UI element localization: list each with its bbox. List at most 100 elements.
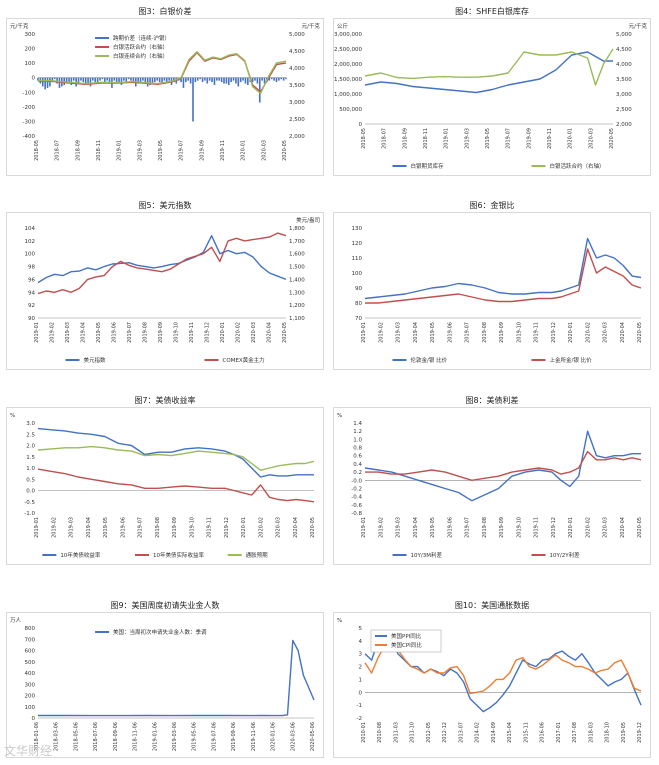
- series-points: [364, 451, 642, 481]
- series-points: [37, 469, 315, 502]
- chart-title: 图4：SHFE白银库存: [455, 7, 529, 16]
- legend-label: 美元指数: [84, 356, 107, 364]
- y-tick-label: -100: [23, 90, 36, 96]
- x-tick-label: 2019-04: [413, 517, 419, 538]
- y-tick-label: 200: [25, 694, 36, 700]
- series-line: [364, 237, 642, 300]
- x-tick-label: 2019-12: [224, 517, 230, 538]
- x-tick-label: 2014-02: [475, 722, 481, 743]
- x-tick-label: 2019-09: [199, 140, 205, 161]
- y-tick-label: -0.6: [351, 503, 362, 509]
- y-axis-unit: %: [337, 618, 342, 624]
- chart-title: 图5：美元指数: [138, 201, 192, 210]
- y-tick-label: 90: [28, 316, 35, 322]
- x-tick-label: 2019-05: [485, 128, 491, 149]
- series-points: [364, 248, 642, 304]
- x-tick-label: 2018-03: [588, 722, 594, 743]
- y-right-tick-label: 1,600: [289, 252, 305, 258]
- y-tick-label: 500,000: [339, 107, 362, 113]
- bar-series: [37, 77, 287, 122]
- x-tick-label: 2018-09: [402, 128, 408, 149]
- x-tick-label: 2020-01: [220, 322, 226, 343]
- y-tick-label: -0.0: [351, 478, 362, 484]
- y-tick-label: 90: [355, 286, 362, 292]
- y-tick-label: -300: [23, 119, 36, 125]
- chart-frame: [6, 612, 324, 758]
- x-tick-label: 2019-02: [378, 517, 384, 538]
- x-tick-label: 2019-11: [189, 322, 195, 343]
- y-tick-label: 300: [25, 32, 36, 38]
- x-tick-label: 2019-05-06: [192, 722, 198, 751]
- legend-label: 美国PPI同比: [391, 632, 422, 640]
- y-tick-label: 100: [25, 705, 36, 711]
- x-tick-label: 2019-08: [482, 517, 488, 538]
- y-right-tick-label: 1,700: [289, 239, 305, 245]
- y-tick-label: 1.5: [26, 455, 35, 461]
- x-tick-label: 2019-12: [637, 722, 643, 743]
- y-tick-label: 3,000,000: [334, 32, 362, 38]
- x-tick-label: 2020-02: [236, 322, 242, 343]
- series-line: [38, 639, 315, 717]
- x-tick-label: 2020-03: [251, 322, 257, 343]
- x-tick-label: 2018-07-06: [93, 722, 99, 751]
- y-tick-label: 700: [25, 637, 36, 643]
- y-axis-right-unit: 元/千克: [302, 22, 321, 30]
- x-tick-label: 2019-06: [120, 517, 126, 538]
- series-line: [37, 235, 287, 284]
- series-line: [365, 450, 642, 482]
- legend-label: 美国CPI同比: [391, 641, 422, 649]
- x-tick-label: 2019-01-06: [152, 722, 158, 751]
- chart-title: 图10：美国通胀数据: [454, 601, 530, 610]
- x-tick-label: 2020-03: [588, 128, 594, 149]
- legend-label: 伦敦金/银 比价: [411, 356, 448, 364]
- x-tick-label: 2019-12: [551, 517, 557, 538]
- y-right-tick-label: 1,300: [289, 290, 305, 296]
- legend-label: 白银期货库存: [411, 162, 445, 170]
- y-tick-label: -1.0: [24, 511, 35, 517]
- x-tick-label: 2019-01: [117, 140, 123, 161]
- x-tick-label: 2019-11: [547, 128, 553, 149]
- x-tick-label: 2014-09: [491, 722, 497, 743]
- chart-svg: % -2 -1 0 1 2 3 4 5 2010-01 2010-08 2011-03 2011-10 2…: [333, 612, 651, 758]
- y-tick-label: 0.0: [26, 489, 35, 495]
- y-tick-label: 500: [25, 660, 36, 666]
- x-tick-label: 2019-12: [205, 322, 211, 343]
- chart-title: 图6：金银比: [469, 201, 515, 210]
- x-tick-label: 2019-08: [482, 322, 488, 343]
- x-tick-label: 2019-10: [189, 517, 195, 538]
- y-tick-label: 92: [28, 303, 35, 309]
- y-right-tick-label: 4,000: [289, 66, 305, 72]
- y-tick-label: 98: [28, 265, 35, 271]
- y-right-tick-label: 2,500: [289, 117, 305, 123]
- y-tick-label: 102: [25, 239, 36, 245]
- x-tick-label: 2020-01-06: [271, 722, 277, 751]
- chart-svg: 70 80 90 100 110 120 130 2019-01 2019-02 2019-03 2…: [333, 212, 651, 370]
- series-points: [37, 235, 287, 283]
- y-tick-label: 0.8: [353, 446, 362, 452]
- x-tick-label: 2020-03: [261, 140, 267, 161]
- x-tick-label: 2015-04: [507, 722, 513, 743]
- y-tick-label: 0: [359, 690, 363, 696]
- chart-svg: 元/千克 元/千克-400-300-200-10001002003002,0002…: [6, 18, 324, 176]
- x-tick-label: 2012-05: [426, 722, 432, 743]
- chart-frame: [333, 18, 651, 176]
- x-tick-label: 2019-03: [396, 517, 402, 538]
- chart-jobless-claims: 图9：美国周度初请失业金人数 万人 0 100 200 300 400 500 600 700 80…: [6, 600, 324, 758]
- x-tick-label: 2020-01: [568, 517, 574, 538]
- x-tick-label: 2020-04: [620, 517, 626, 538]
- x-tick-label: 2019-06: [112, 322, 118, 343]
- x-tick-label: 2019-07: [506, 128, 512, 149]
- y-tick-label: 0.4: [353, 462, 362, 468]
- watermark-text: 文华财经: [4, 744, 53, 758]
- legend-box: [370, 629, 442, 653]
- x-tick-label: 2019-03: [396, 322, 402, 343]
- series-line: [37, 427, 314, 478]
- x-tick-label: 2020-04: [293, 517, 299, 538]
- x-tick-label: 2017-01: [556, 722, 562, 743]
- chart-frame: [333, 407, 651, 565]
- y-tick-label: 800: [25, 626, 36, 632]
- chart-title: 图7：美债收益率: [134, 396, 196, 405]
- y-axis-unit: %: [10, 413, 15, 419]
- x-tick-label: 2019-07-06: [211, 722, 217, 751]
- legend-label: 白银连续合约（右轴）: [113, 52, 168, 60]
